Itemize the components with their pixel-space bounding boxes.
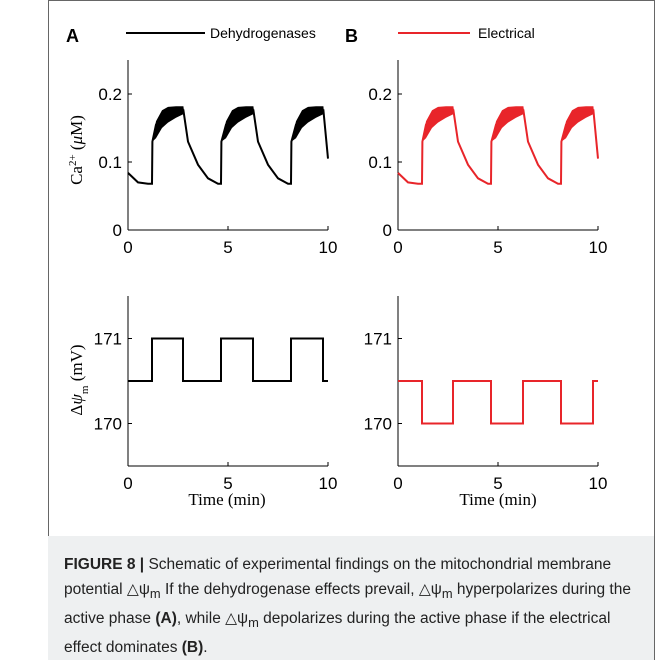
panel-2-x-tick-label-5: 5 — [493, 238, 502, 257]
caption-figure-label: FIGURE 8 | — [64, 556, 145, 573]
panel-2-y-tick-label-0.2: 0.2 — [368, 85, 392, 104]
panel-3-y-tick-label-170: 170 — [94, 415, 122, 434]
y-axis-label-ca: Ca2+ (μM) — [67, 115, 86, 185]
panel-1-y-tick-label-0.2: 0.2 — [98, 85, 122, 104]
panel-1-x-tick-label-0: 0 — [123, 238, 132, 257]
panel-2-y-tick-label-0: 0 — [383, 221, 392, 240]
caption-text-3: hyperpolarizes during the active phase — [64, 581, 631, 628]
panel-letter-a: A — [66, 26, 79, 46]
panel-4-y-tick-label-170: 170 — [364, 415, 392, 434]
caption-sub-2: m — [441, 586, 453, 602]
panel-1-y-tick-label-0: 0 — [113, 221, 122, 240]
panel-2-series-line — [397, 109, 599, 185]
frame-left-border — [48, 0, 49, 660]
panel-2-y-tick-label-0.1: 0.1 — [368, 153, 392, 172]
figure-plots: A B Dehydrogenases Electrical Ca2+ (μM) … — [66, 25, 608, 509]
y-axis-label-psi: Δψm (mV) — [67, 344, 91, 415]
caption-text-5: depolarizes during the active phase if t… — [64, 610, 611, 657]
caption-sub-3: m — [248, 615, 259, 631]
panel-2-x-tick-label-0: 0 — [393, 238, 402, 257]
panel-3-series-line — [128, 337, 328, 382]
panel-3-y-tick-label-171: 171 — [94, 330, 122, 349]
panel-4-x-tick-label-0: 0 — [393, 474, 402, 493]
caption-sub-1: m — [149, 586, 161, 602]
panel-3-x-tick-label-5: 5 — [223, 474, 232, 493]
x-axis-label-a: Time (min) — [188, 490, 265, 509]
frame-right-border — [654, 0, 655, 660]
panel-1-series-line — [127, 109, 329, 185]
caption-text-2: If the dehydrogenase effects prevail, △ψ — [160, 581, 442, 598]
figure-caption: FIGURE 8 | Schematic of experimental fin… — [64, 552, 644, 660]
panel-4-x-tick-label-5: 5 — [493, 474, 502, 493]
panel-3-x-tick-label-0: 0 — [123, 474, 132, 493]
panel-letter-b: B — [345, 26, 358, 46]
panel-1-y-tick-label-0.1: 0.1 — [98, 153, 122, 172]
caption-bold-a: (A) — [155, 610, 177, 628]
caption-text-6: . — [203, 639, 208, 657]
caption-box — [48, 536, 654, 660]
legend-label-dehydrogenases: Dehydrogenases — [210, 25, 316, 41]
caption-text-1: Schematic of experimental findings on th… — [64, 556, 612, 598]
panel-3-x-tick-label-10: 10 — [319, 474, 338, 493]
panel-4-y-tick-label-171: 171 — [364, 330, 392, 349]
caption-text-4: , while △ψ — [176, 610, 249, 628]
panel-4-x-tick-label-10: 10 — [589, 474, 608, 493]
frame-top-border — [48, 0, 654, 1]
caption-bold-b: (B) — [181, 639, 204, 657]
panel-2-x-tick-label-10: 10 — [589, 238, 608, 257]
x-axis-label-b: Time (min) — [459, 490, 536, 509]
panel-1-x-tick-label-10: 10 — [319, 238, 338, 257]
panel-4-series-line — [398, 380, 598, 425]
panel-1-oscillation-band — [128, 106, 328, 184]
legend-label-electrical: Electrical — [478, 25, 535, 41]
panel-2-oscillation-band — [398, 106, 598, 184]
panel-1-x-tick-label-5: 5 — [223, 238, 232, 257]
